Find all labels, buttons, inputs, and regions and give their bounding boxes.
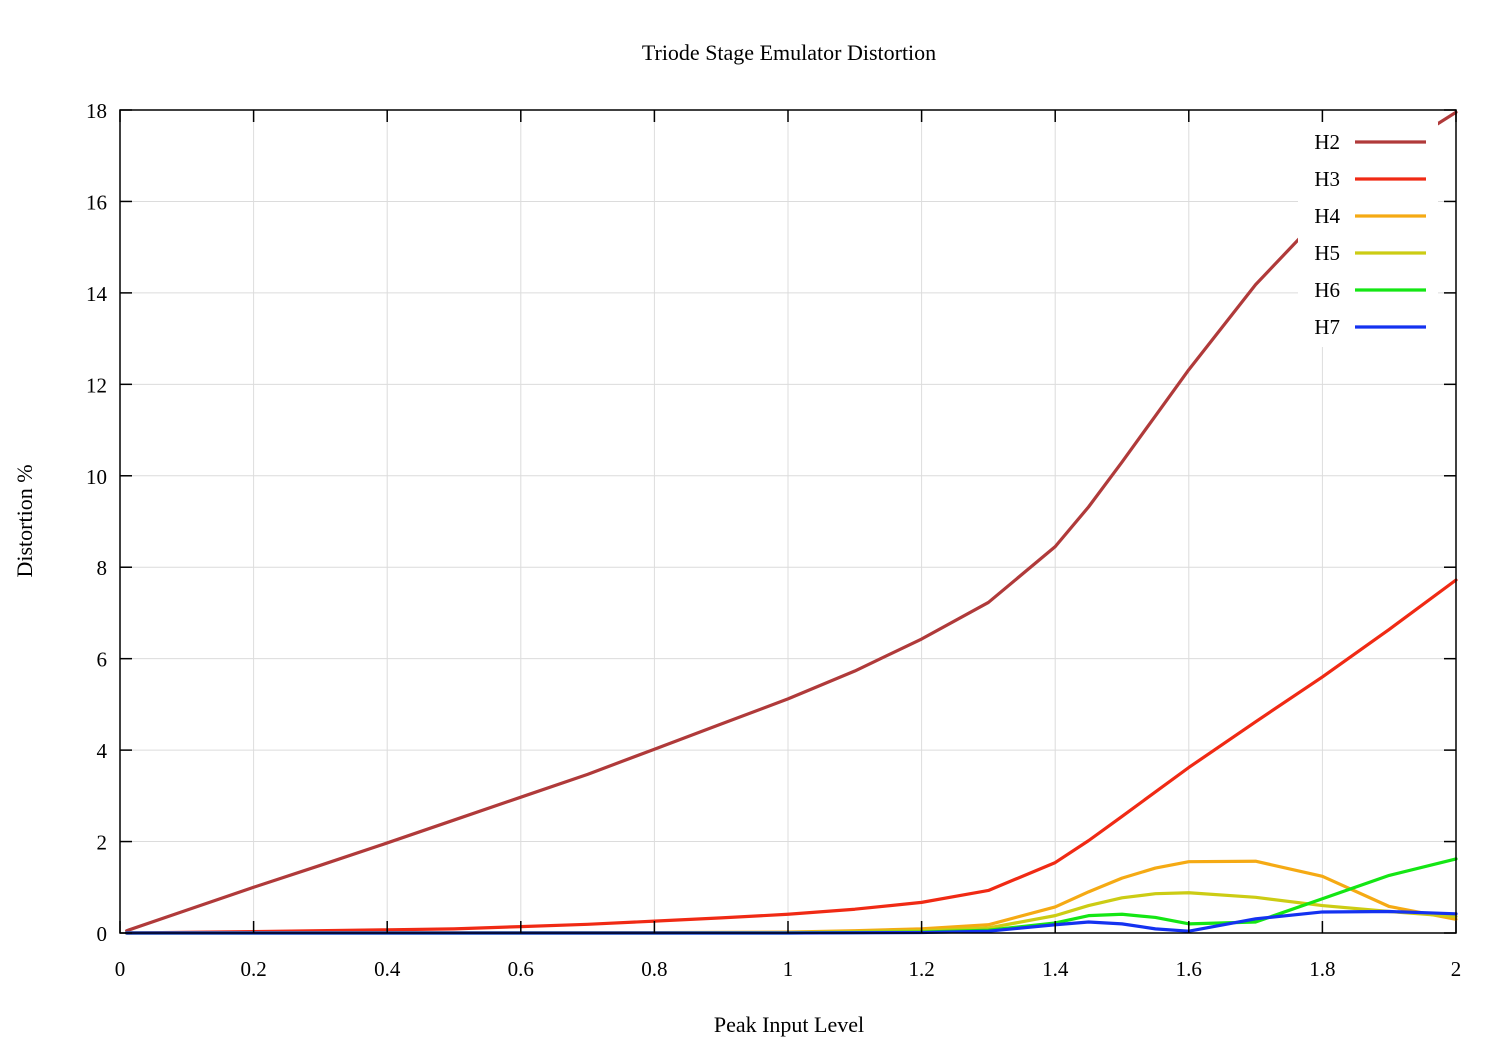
legend-label-h7: H7 <box>1314 315 1340 339</box>
x-tick-label: 1.6 <box>1176 957 1202 981</box>
grid-lines <box>120 110 1456 933</box>
legend-label-h2: H2 <box>1314 130 1340 154</box>
legend-label-h6: H6 <box>1314 278 1340 302</box>
axis-ticks <box>119 109 1457 934</box>
legend: H2 H3 H4 H5 H6 H7 <box>1298 122 1438 347</box>
y-tick-label: 12 <box>86 373 107 397</box>
x-tick-label: 2 <box>1451 957 1462 981</box>
series-lines <box>125 110 1458 935</box>
x-tick-labels: 0 0.2 0.4 0.6 0.8 1 1.2 1.4 1.6 1.8 2 <box>115 957 1462 981</box>
y-tick-label: 16 <box>86 190 107 214</box>
series-line-h2 <box>125 110 1458 933</box>
x-tick-label: 1.2 <box>908 957 934 981</box>
series-line-h3 <box>125 578 1458 935</box>
legend-label-h4: H4 <box>1314 204 1340 228</box>
y-tick-label: 14 <box>86 282 108 306</box>
x-tick-label: 0 <box>115 957 126 981</box>
legend-label-h5: H5 <box>1314 241 1340 265</box>
y-tick-label: 18 <box>86 99 107 123</box>
chart-title: Triode Stage Emulator Distortion <box>642 40 936 65</box>
y-tick-label: 2 <box>97 831 108 855</box>
x-tick-label: 1 <box>783 957 794 981</box>
x-tick-label: 1.8 <box>1309 957 1335 981</box>
x-tick-label: 1.4 <box>1042 957 1069 981</box>
y-tick-label: 10 <box>86 465 107 489</box>
legend-box <box>1298 122 1438 347</box>
y-axis-label: Distortion % <box>12 464 37 577</box>
x-tick-label: 0.6 <box>508 957 534 981</box>
y-tick-label: 8 <box>97 556 108 580</box>
y-tick-label: 0 <box>97 922 108 946</box>
y-tick-labels: 0 2 4 6 8 10 12 14 16 18 <box>86 99 108 946</box>
x-axis-label: Peak Input Level <box>714 1012 864 1037</box>
y-tick-label: 6 <box>97 648 108 672</box>
legend-label-h3: H3 <box>1314 167 1340 191</box>
y-tick-label: 4 <box>97 739 108 763</box>
x-tick-label: 0.8 <box>641 957 667 981</box>
x-tick-label: 0.4 <box>374 957 401 981</box>
x-tick-label: 0.2 <box>240 957 266 981</box>
